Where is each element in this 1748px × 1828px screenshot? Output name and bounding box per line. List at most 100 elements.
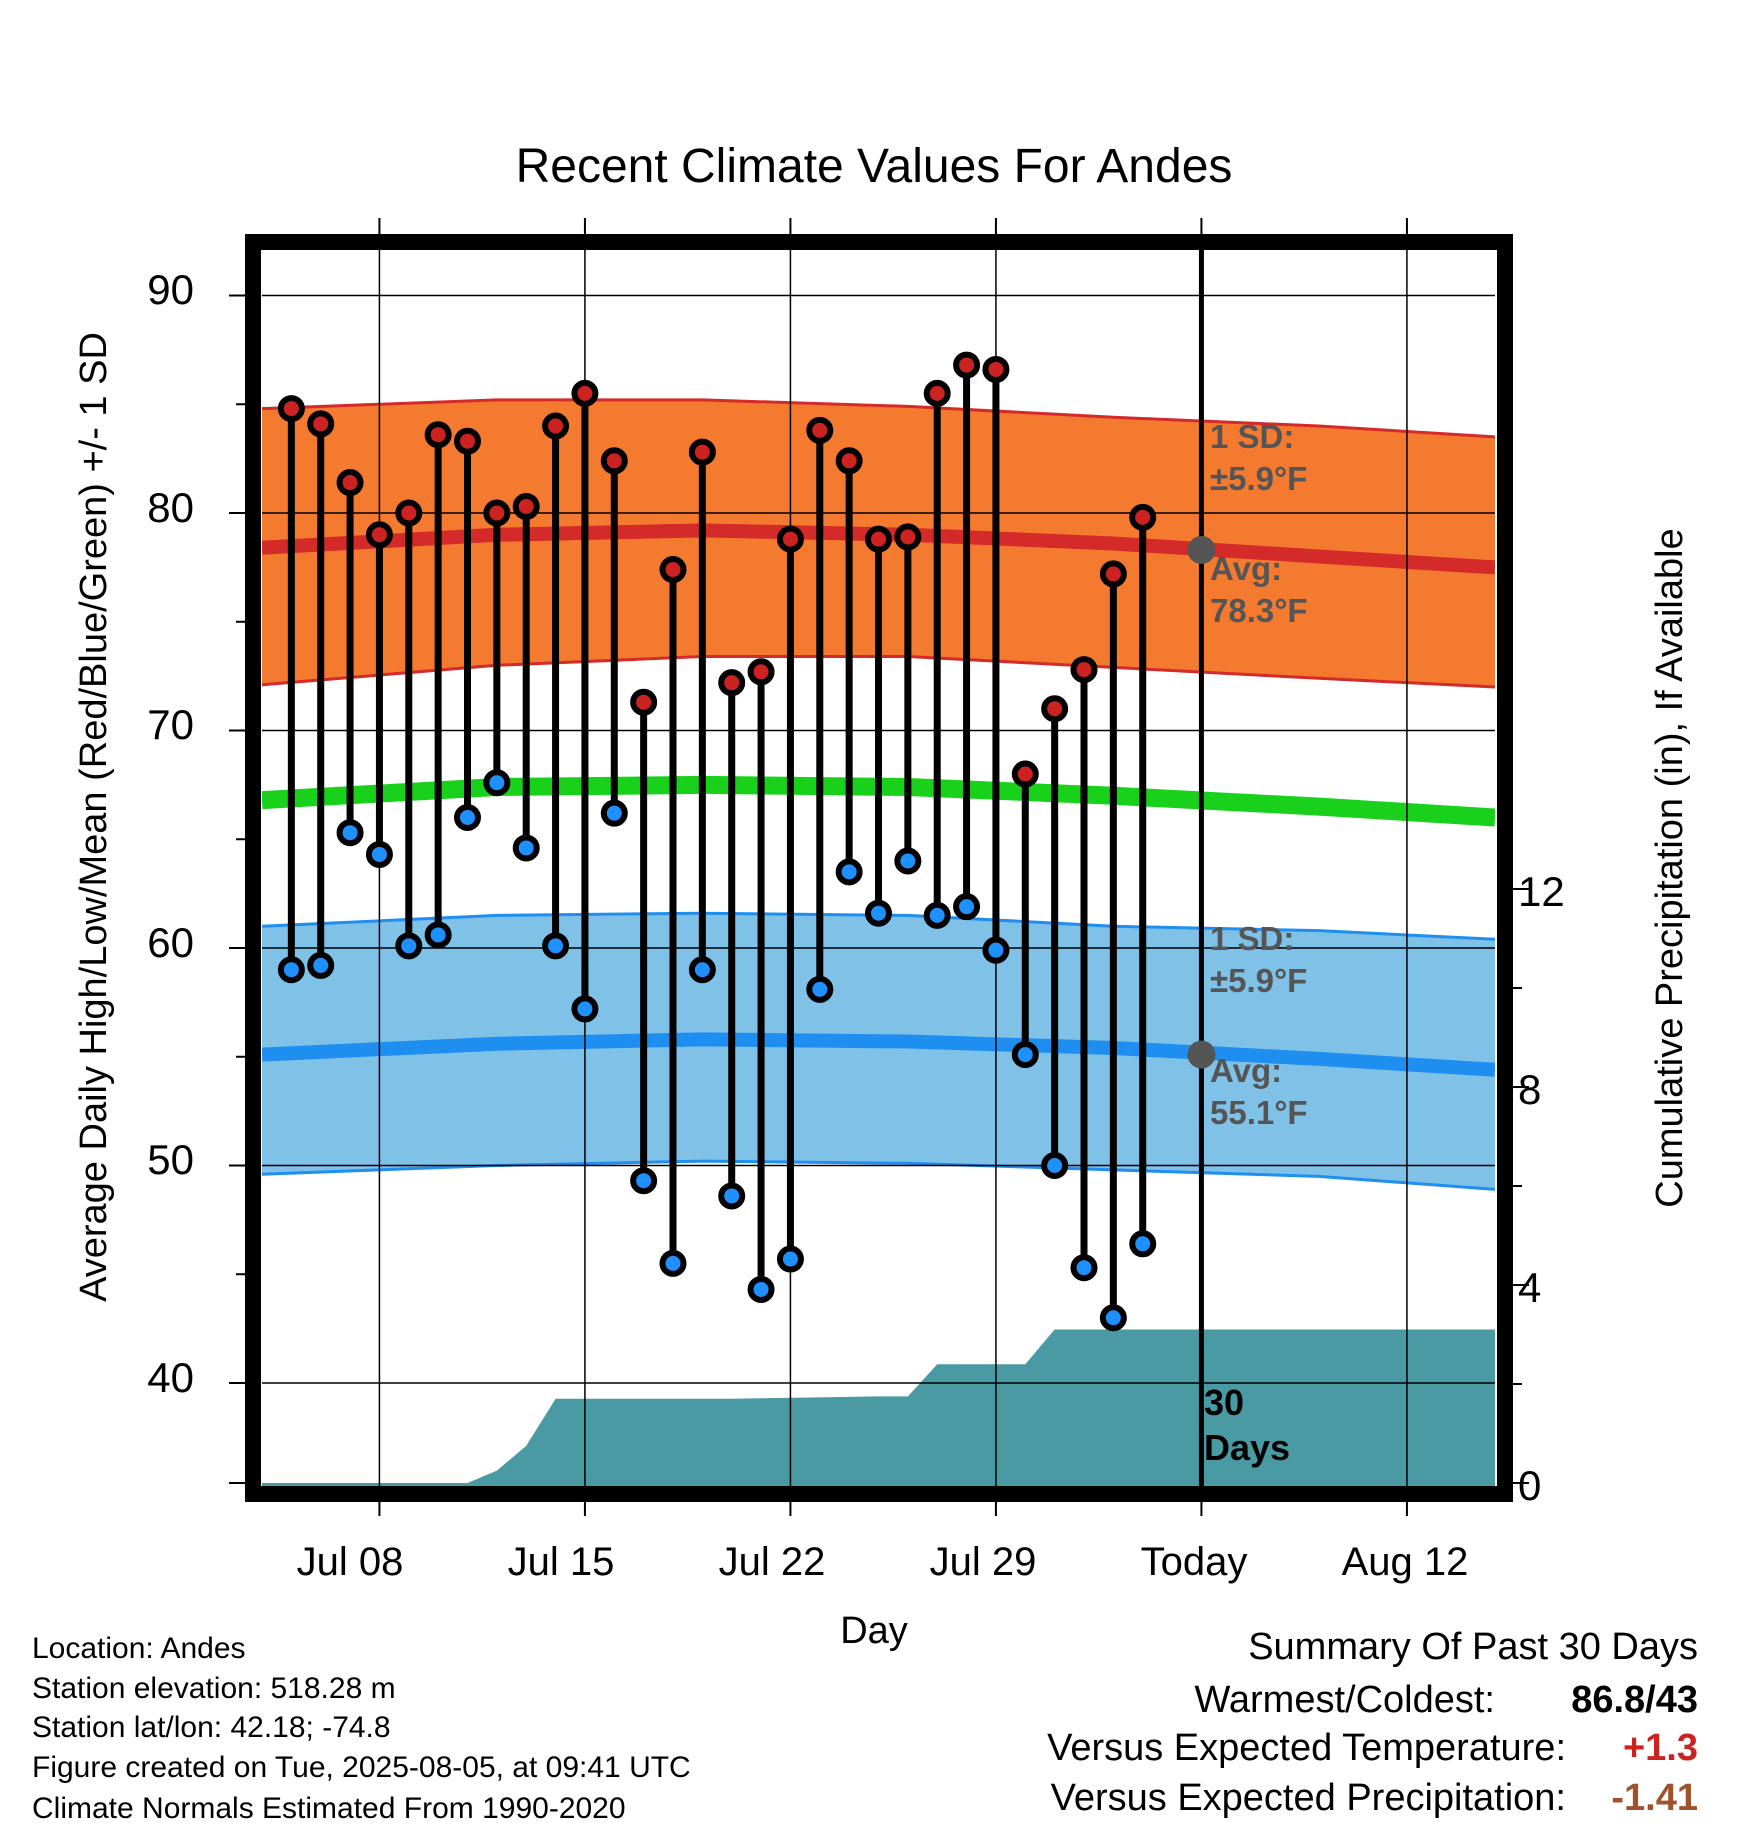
x-tick-label: Jul 08 <box>297 1540 404 1584</box>
low-temp-point <box>923 901 951 929</box>
x-axis-ticks: Jul 08 Jul 15 Jul 22 Jul 29 Today Aug 12 <box>297 1540 1469 1584</box>
low-temp-point <box>1011 1041 1039 1069</box>
station-location: Location: Andes <box>32 1632 246 1665</box>
low-temp-point <box>630 1167 658 1195</box>
low-upper-line <box>262 911 1495 941</box>
warm-cold-label: Warmest/Coldest: <box>1194 1679 1495 1721</box>
plot-clip-group <box>262 250 1495 1486</box>
low-temp-point <box>395 932 423 960</box>
high-avg-value: 78.3°F <box>1210 592 1308 629</box>
normals-period: Climate Normals Estimated From 1990-2020 <box>32 1792 626 1825</box>
low-temp-point <box>307 951 335 979</box>
x-axis-label: Day <box>840 1610 908 1652</box>
high-temp-point <box>571 379 599 407</box>
y2-tick-label: 0 <box>1518 1462 1541 1509</box>
high-temp-point <box>424 421 452 449</box>
low-temp-point <box>747 1275 775 1303</box>
low-temp-point <box>982 936 1010 964</box>
plot-frame <box>245 234 1513 1502</box>
high-sd-annotation: 1 SD: ±5.9°F <box>1210 418 1307 497</box>
y2-tick-label: 8 <box>1518 1066 1541 1113</box>
low-temp-point <box>688 956 716 984</box>
low-temp-point <box>1041 1152 1069 1179</box>
today-window-label: 30 Days <box>1204 1382 1290 1468</box>
x-tick-label: Today <box>1141 1540 1248 1584</box>
low-temp-point <box>600 799 628 827</box>
high-temp-point <box>953 351 981 379</box>
high-upper-line <box>262 398 1495 439</box>
low-normal-line <box>262 1032 1495 1077</box>
low-temp-point <box>512 834 540 862</box>
y2-axis-ticks: 12 8 4 0 <box>1518 868 1565 1509</box>
y-tick-label: 60 <box>147 919 194 966</box>
today-window-count: 30 <box>1204 1382 1244 1423</box>
low-temp-point <box>483 769 511 797</box>
high-temp-point <box>747 658 775 686</box>
low-sd-label: 1 SD: <box>1210 920 1294 957</box>
high-temp-point <box>395 499 423 527</box>
low-temp-point <box>336 819 364 847</box>
high-temp-point <box>483 499 511 527</box>
low-temp-point <box>542 932 570 960</box>
low-temp-point <box>953 893 981 921</box>
low-avg-marker <box>1187 1040 1216 1069</box>
high-temp-point <box>454 427 481 455</box>
high-temp-point <box>542 412 570 440</box>
high-avg-annotation: Avg: 78.3°F <box>1210 550 1308 629</box>
high-temp-point <box>1041 695 1069 723</box>
x-tick-label: Jul 22 <box>719 1540 826 1584</box>
low-temp-point <box>424 921 452 949</box>
x-tick-label: Jul 15 <box>508 1540 615 1584</box>
low-avg-label: Avg: <box>1210 1052 1282 1089</box>
low-sd-value: ±5.9°F <box>1210 962 1307 999</box>
low-temp-point <box>571 995 599 1023</box>
y2-axis-label: Cumulative Precipitation (in), If Availa… <box>1649 528 1691 1207</box>
high-temp-point <box>776 525 804 553</box>
low-temp-point <box>365 840 393 868</box>
today-window-unit: Days <box>1204 1427 1290 1468</box>
precip-area <box>262 1329 1495 1486</box>
low-temp-point <box>277 956 305 984</box>
high-sd-value: ±5.9°F <box>1210 460 1307 497</box>
high-temp-point <box>894 523 922 551</box>
high-temp-point <box>1129 503 1157 531</box>
y-tick-label: 40 <box>147 1354 194 1401</box>
high-temp-point <box>512 492 540 520</box>
y-tick-label: 50 <box>147 1136 194 1183</box>
precip-anomaly-label: Versus Expected Precipitation: <box>1051 1777 1566 1819</box>
high-temp-point <box>307 410 335 438</box>
low-temp-point <box>865 899 892 927</box>
low-temp-point <box>1099 1304 1127 1332</box>
low-temp-point <box>806 975 834 1003</box>
low-temp-point <box>454 804 481 831</box>
y-axis-ticks: 90 80 70 60 50 40 <box>147 266 194 1401</box>
high-temp-point <box>688 438 716 466</box>
high-sd-label: 1 SD: <box>1210 418 1294 455</box>
low-avg-value: 55.1°F <box>1210 1094 1308 1131</box>
station-elevation: Station elevation: 518.28 m <box>32 1672 396 1705</box>
low-temp-point <box>1129 1230 1157 1258</box>
y2-tick-label: 4 <box>1518 1264 1541 1311</box>
low-temp-point <box>894 847 922 875</box>
high-temp-point <box>600 447 628 475</box>
summary-panel: Summary Of Past 30 Days Warmest/Coldest:… <box>1047 1626 1698 1819</box>
low-temp-point <box>659 1249 687 1277</box>
temp-anomaly-value: +1.3 <box>1623 1727 1698 1769</box>
x-tick-label: Jul 29 <box>930 1540 1037 1584</box>
station-latlon: Station lat/lon: 42.18; -74.8 <box>32 1711 391 1744</box>
y-tick-label: 80 <box>147 484 194 531</box>
y2-tick-label: 12 <box>1518 868 1565 915</box>
precip-anomaly-value: -1.41 <box>1611 1777 1698 1819</box>
high-temp-point <box>1070 656 1098 684</box>
y-tick-label: 70 <box>147 701 194 748</box>
x-tick-label: Aug 12 <box>1342 1540 1469 1584</box>
high-temp-point <box>835 447 863 475</box>
station-info: Location: Andes Station elevation: 518.2… <box>32 1632 691 1825</box>
high-avg-marker <box>1187 535 1216 564</box>
low-temp-point <box>718 1182 746 1210</box>
low-temp-point <box>835 858 863 886</box>
temp-anomaly-label: Versus Expected Temperature: <box>1047 1727 1566 1769</box>
high-temp-point <box>865 525 892 553</box>
low-temp-point <box>1070 1254 1098 1282</box>
